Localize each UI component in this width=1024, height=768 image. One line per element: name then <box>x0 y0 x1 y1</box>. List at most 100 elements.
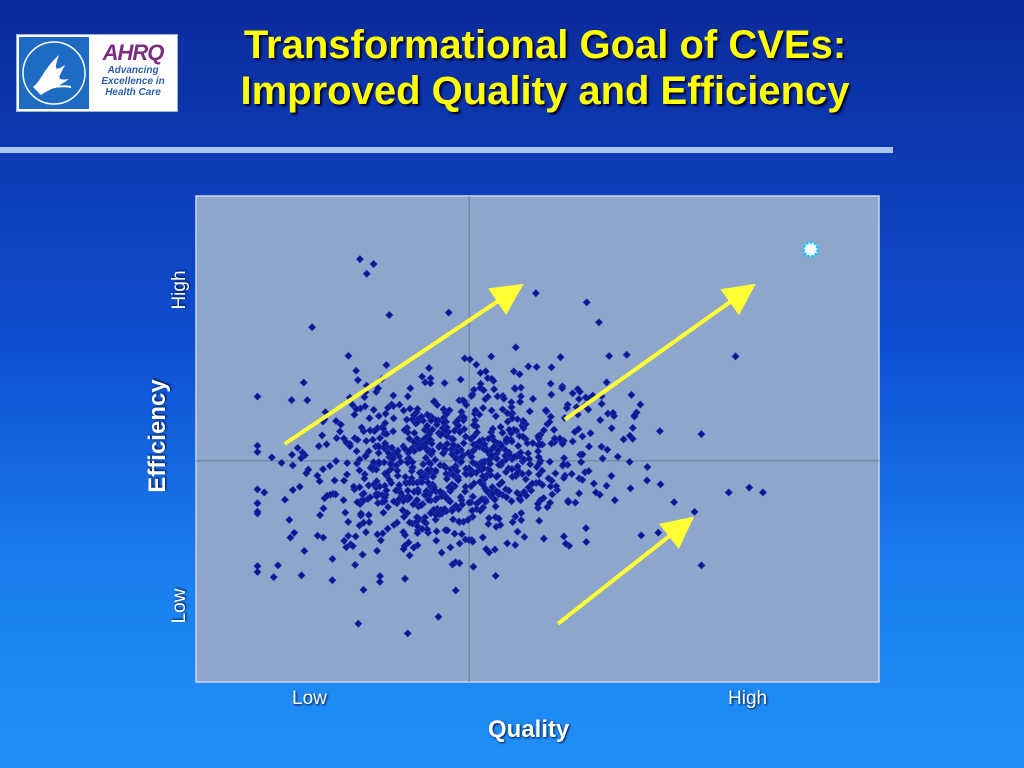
data-point <box>344 351 353 360</box>
data-point <box>336 420 345 429</box>
data-point <box>393 466 402 475</box>
data-point <box>585 442 594 451</box>
data-point <box>405 551 414 560</box>
data-point <box>575 387 584 396</box>
data-point <box>511 384 520 393</box>
data-point <box>381 409 390 418</box>
data-point <box>724 488 733 497</box>
data-point <box>491 571 500 580</box>
data-point <box>332 416 341 426</box>
data-point <box>568 437 577 446</box>
data-point <box>409 437 418 446</box>
data-point <box>503 409 512 418</box>
data-point <box>511 343 520 352</box>
data-point <box>376 536 385 545</box>
data-point <box>518 432 528 441</box>
data-point <box>451 454 460 463</box>
data-point <box>351 560 360 569</box>
x-axis-label: Quality <box>488 716 570 743</box>
data-point <box>605 351 614 361</box>
data-point <box>478 533 487 542</box>
data-point <box>525 454 534 463</box>
y-tick-high: High <box>169 270 190 310</box>
data-point <box>332 434 341 443</box>
data-point <box>315 511 325 520</box>
data-point <box>461 482 470 491</box>
data-point <box>450 529 459 538</box>
x-tick-high: High <box>728 688 768 709</box>
data-point <box>568 389 577 398</box>
data-point <box>622 350 631 359</box>
data-point <box>697 430 706 439</box>
data-point <box>318 431 327 440</box>
data-point <box>335 427 344 436</box>
data-point <box>448 506 457 515</box>
data-point <box>409 543 418 552</box>
data-point <box>656 480 665 489</box>
data-point <box>386 460 395 469</box>
data-point <box>546 482 555 491</box>
data-point <box>539 534 548 543</box>
data-point <box>496 520 505 530</box>
slide-title-line-1: Transformational Goal of CVEs: <box>243 23 847 67</box>
data-point <box>535 516 544 525</box>
data-point <box>454 476 463 485</box>
data-point <box>451 586 460 595</box>
data-point <box>607 424 616 433</box>
data-point <box>297 571 306 580</box>
data-point <box>341 508 350 517</box>
data-point <box>442 474 451 483</box>
data-point <box>319 533 328 542</box>
data-point <box>484 519 493 528</box>
data-point <box>550 434 559 443</box>
data-point <box>396 457 405 466</box>
data-point <box>434 612 443 621</box>
data-point <box>483 392 492 401</box>
data-point <box>520 532 529 542</box>
data-point <box>558 384 567 393</box>
data-point <box>582 537 591 547</box>
data-point <box>374 448 383 457</box>
data-point <box>421 490 430 499</box>
data-point <box>453 447 462 456</box>
data-point <box>352 405 361 414</box>
data-point <box>562 404 571 413</box>
data-point <box>348 542 357 551</box>
data-point <box>491 412 500 421</box>
data-point <box>490 385 499 394</box>
data-point <box>467 452 476 461</box>
data-point <box>517 516 526 525</box>
data-point <box>551 469 560 478</box>
data-point <box>479 403 488 412</box>
data-point <box>472 442 481 451</box>
data-point <box>393 471 402 480</box>
data-point <box>467 482 476 491</box>
data-point <box>389 454 398 463</box>
ahrq-tagline-2: Excellence in <box>101 76 165 87</box>
improvement-arrow-2 <box>563 283 756 422</box>
data-point <box>366 493 375 502</box>
data-point <box>412 513 421 522</box>
data-point <box>346 442 355 451</box>
data-point <box>360 474 369 483</box>
data-point <box>369 260 378 269</box>
data-point <box>643 463 652 472</box>
data-point <box>424 363 434 373</box>
data-point <box>476 379 485 388</box>
data-point <box>610 496 619 505</box>
data-point <box>510 452 519 461</box>
data-point <box>383 524 392 533</box>
data-point <box>357 509 366 518</box>
data-point <box>439 405 448 414</box>
data-point <box>253 392 262 401</box>
data-point <box>402 415 411 424</box>
data-point <box>400 426 409 435</box>
data-point <box>577 458 586 467</box>
data-point <box>460 354 469 363</box>
data-point <box>596 416 605 425</box>
data-point <box>340 536 349 545</box>
data-point <box>433 400 442 410</box>
data-point <box>360 393 369 402</box>
data-point <box>464 498 474 507</box>
data-point <box>522 491 531 500</box>
